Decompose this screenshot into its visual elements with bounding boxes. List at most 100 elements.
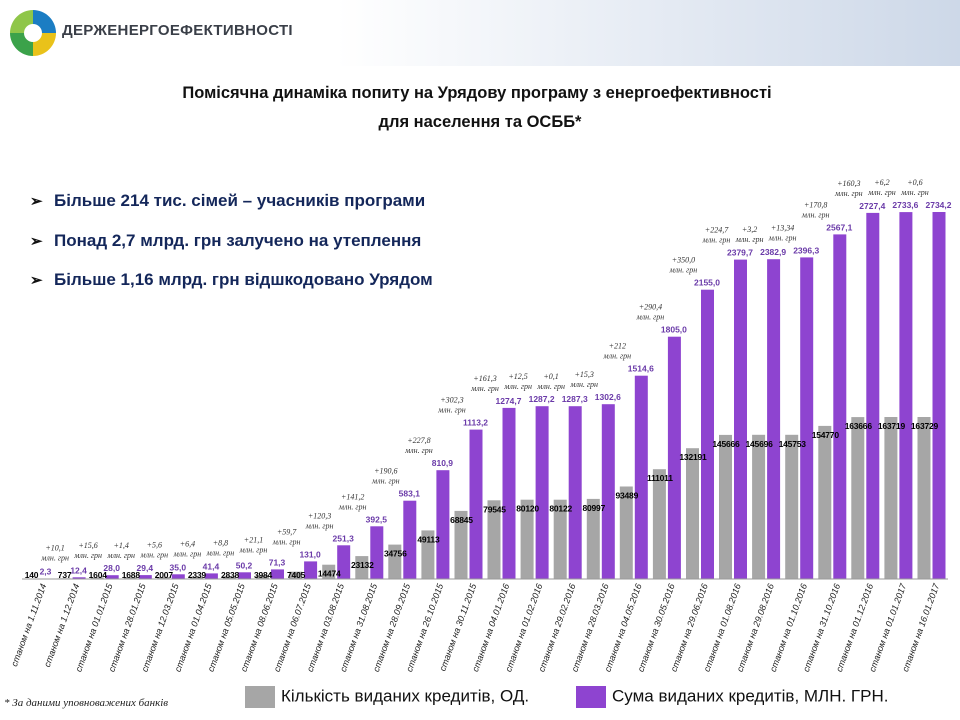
sum-bar xyxy=(667,336,681,579)
x-tick-label: станом на 31.08.2015 xyxy=(338,581,380,673)
count-data-label: 80122 xyxy=(549,504,572,514)
increment-value: +224,7 xyxy=(705,226,729,235)
x-tick-label: станом на 01.12.2016 xyxy=(834,582,875,673)
increment-unit: млн. грн xyxy=(239,545,268,554)
sum-bar xyxy=(634,375,648,579)
x-tick-label: станом на 06.07.2015 xyxy=(272,581,314,673)
sum-data-label: 2396,3 xyxy=(793,245,819,255)
count-bar xyxy=(90,577,104,579)
sum-data-label: 2727,4 xyxy=(859,201,885,211)
sum-data-label: 810,9 xyxy=(432,458,454,468)
count-data-label: 80997 xyxy=(582,503,605,513)
count-bar xyxy=(189,576,203,579)
count-data-label: 3984 xyxy=(254,570,273,580)
increment-value: +350,0 xyxy=(672,256,695,265)
x-tick-label: станом на 30.11.2015 xyxy=(437,581,478,672)
increment-value: +170,8 xyxy=(804,200,827,209)
sum-data-label: 583,1 xyxy=(399,489,421,499)
sum-data-label: 71,3 xyxy=(269,557,286,567)
increment-unit: млн. грн xyxy=(437,406,466,415)
count-bar xyxy=(487,500,501,579)
count-bar xyxy=(851,417,865,579)
count-data-label: 140 xyxy=(25,570,39,580)
x-tick-label: станом на 29.06.2016 xyxy=(669,582,710,673)
x-tick-label: станом на 05.05.2015 xyxy=(206,581,248,673)
increment-value: +6,2 xyxy=(874,178,889,187)
increment-unit: млн. грн xyxy=(636,313,665,322)
sum-bar xyxy=(601,404,615,579)
sum-bar xyxy=(171,574,185,579)
x-tick-label: станом на 16.01.2017 xyxy=(900,581,942,673)
sum-data-label: 2567,1 xyxy=(826,222,852,232)
x-tick-label: станом на 03.08.2015 xyxy=(305,581,347,673)
legend-sum-label: Сума виданих кредитів, МЛН. ГРН. xyxy=(612,686,889,706)
x-tick-label: станом на 28.03.2016 xyxy=(569,582,610,673)
sum-data-label: 1287,3 xyxy=(562,394,588,404)
count-bar xyxy=(322,564,336,579)
sum-data-label: 1514,6 xyxy=(628,364,654,374)
count-data-label: 93489 xyxy=(615,491,638,501)
sum-bar xyxy=(138,575,152,579)
increment-unit: млн. грн xyxy=(602,352,631,361)
count-bar xyxy=(388,544,402,579)
page-title-line2: для населення та ОСББ* xyxy=(378,113,582,131)
sum-data-label: 2733,6 xyxy=(892,200,918,210)
sum-bar xyxy=(701,289,714,579)
count-bar xyxy=(454,510,468,579)
arrow-bullet-icon: ➢ xyxy=(30,193,43,210)
footnote: * За даними уповноважених банків xyxy=(4,697,169,709)
sum-data-label: 2379,7 xyxy=(727,248,753,258)
x-tick-label: станом на 26.10.2015 xyxy=(404,581,446,673)
count-data-label: 79545 xyxy=(483,504,506,514)
increment-value: +0,1 xyxy=(543,372,558,381)
count-bar xyxy=(289,571,303,579)
sum-bar xyxy=(502,407,516,579)
count-data-label: 2838 xyxy=(221,570,240,580)
count-bar xyxy=(586,498,600,579)
count-data-label: 49113 xyxy=(417,534,440,544)
sum-bar xyxy=(72,577,86,579)
x-tick-label: станом на 01.04.2015 xyxy=(173,581,215,673)
sum-data-label: 2382,9 xyxy=(760,247,786,257)
increment-value: +21,1 xyxy=(244,535,263,544)
x-tick-label: станом на 01.01.2017 xyxy=(867,581,909,673)
count-data-label: 1604 xyxy=(89,570,108,580)
x-tick-label: станом на 08.06.2015 xyxy=(239,581,281,673)
increment-unit: млн. грн xyxy=(305,521,334,530)
count-data-label: 163729 xyxy=(911,421,939,431)
increment-value: +15,3 xyxy=(574,370,593,379)
increment-value: +8,8 xyxy=(213,538,228,547)
sum-bar xyxy=(469,429,483,579)
legend-swatch-grey xyxy=(245,686,275,708)
sum-data-label: 2,3 xyxy=(40,567,52,577)
count-data-label: 163666 xyxy=(845,421,873,431)
sum-bar xyxy=(271,569,284,579)
header-band xyxy=(0,0,960,66)
count-data-label: 737 xyxy=(58,570,72,580)
sum-data-label: 1805,0 xyxy=(661,325,687,335)
sum-data-label: 12,4 xyxy=(70,565,87,575)
increment-unit: млн. грн xyxy=(536,382,565,391)
count-bar xyxy=(619,486,633,579)
increment-value: +160,3 xyxy=(837,179,860,188)
sum-bar xyxy=(899,212,913,579)
increment-value: +3,2 xyxy=(742,225,757,234)
increment-unit: млн. грн xyxy=(272,537,301,546)
sum-data-label: 1287,2 xyxy=(529,394,555,404)
increment-value: +141,2 xyxy=(341,492,364,501)
sum-data-label: 35,0 xyxy=(170,562,187,572)
sum-bar xyxy=(204,573,218,579)
bullet-compensation: ➢ Більше 1,16 млрд. грн відшкодовано Уряд… xyxy=(30,270,433,290)
count-data-label: 68845 xyxy=(450,515,473,525)
count-bar xyxy=(520,499,534,579)
page-title-line1: Помісячна динаміка попиту на Урядову про… xyxy=(182,84,772,102)
sum-bar xyxy=(734,259,747,579)
sum-data-label: 1274,7 xyxy=(496,396,522,406)
sum-bar xyxy=(304,561,318,579)
increment-unit: млн. грн xyxy=(801,210,830,219)
increment-value: +15,6 xyxy=(78,541,97,550)
increment-unit: млн. грн xyxy=(106,551,135,560)
count-bar xyxy=(884,417,898,579)
sum-bar xyxy=(105,575,119,579)
bullet-text: Більше 1,16 млрд. грн відшкодовано Урядо… xyxy=(54,270,433,289)
